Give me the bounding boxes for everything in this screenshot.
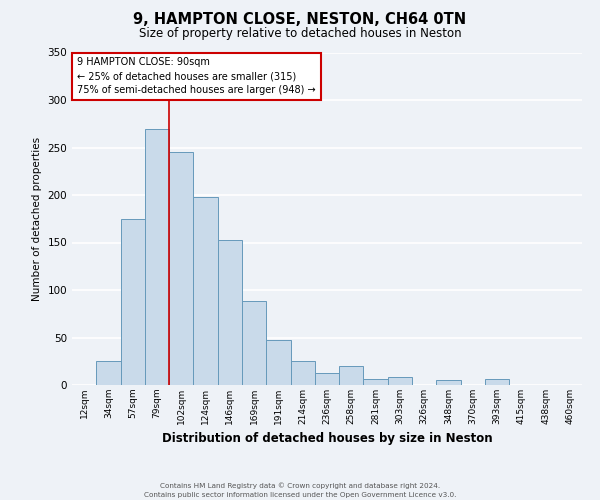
Bar	[169, 152, 193, 385]
Bar	[436, 380, 461, 385]
Y-axis label: Number of detached properties: Number of detached properties	[32, 136, 42, 301]
X-axis label: Distribution of detached houses by size in Neston: Distribution of detached houses by size …	[161, 432, 493, 446]
Bar	[266, 340, 290, 385]
Bar	[364, 380, 388, 385]
Bar	[290, 361, 315, 385]
Bar	[485, 380, 509, 385]
Bar	[218, 240, 242, 385]
Bar	[388, 378, 412, 385]
Bar	[315, 372, 339, 385]
Bar	[121, 219, 145, 385]
Text: 9 HAMPTON CLOSE: 90sqm
← 25% of detached houses are smaller (315)
75% of semi-de: 9 HAMPTON CLOSE: 90sqm ← 25% of detached…	[77, 58, 316, 96]
Text: Contains HM Land Registry data © Crown copyright and database right 2024.
Contai: Contains HM Land Registry data © Crown c…	[144, 482, 456, 498]
Bar	[145, 128, 169, 385]
Bar	[339, 366, 364, 385]
Text: 9, HAMPTON CLOSE, NESTON, CH64 0TN: 9, HAMPTON CLOSE, NESTON, CH64 0TN	[133, 12, 467, 28]
Bar	[242, 302, 266, 385]
Bar	[96, 361, 121, 385]
Bar	[193, 197, 218, 385]
Text: Size of property relative to detached houses in Neston: Size of property relative to detached ho…	[139, 28, 461, 40]
